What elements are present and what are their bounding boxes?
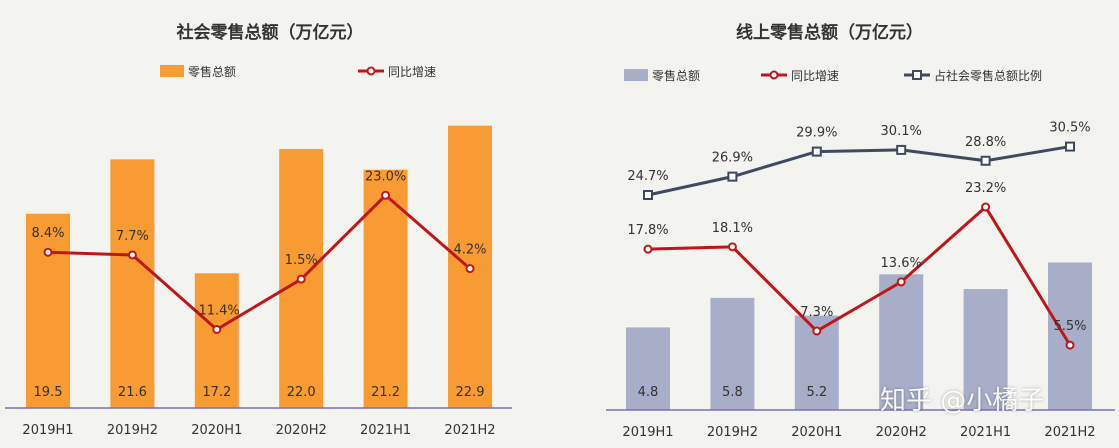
watermark: 知乎 @小橘子 — [880, 386, 1045, 416]
growth-label: 17.8% — [627, 223, 668, 238]
share-label: 30.5% — [1049, 121, 1090, 136]
legend-marker — [769, 70, 779, 80]
bar — [26, 213, 70, 408]
growth-label: 4.2% — [453, 243, 486, 258]
bar — [879, 274, 924, 410]
growth-label: 23.2% — [965, 181, 1006, 196]
growth-label: -11.4% — [194, 303, 240, 318]
bar — [963, 289, 1008, 410]
bar-value-label: 5.8 — [722, 385, 743, 400]
x-tick-label: 2021H2 — [1044, 425, 1095, 440]
bar — [710, 297, 755, 410]
growth-point — [812, 326, 822, 336]
bar — [363, 169, 408, 408]
growth-label: 5.5% — [1053, 319, 1086, 334]
retail-total-plot: 零售总额 同比增速 19.5 21.6 17.2 22.0 21.2 22.9 8.4% 7.7%… — [5, 64, 512, 438]
bar-value-label: 22.9 — [456, 385, 485, 400]
share-point — [896, 144, 907, 155]
growth-point — [381, 190, 391, 200]
share-point — [1065, 141, 1075, 152]
growth-label: 7.3% — [800, 305, 833, 320]
share-label: 28.8% — [965, 135, 1006, 150]
x-tick-label: 2019H2 — [707, 425, 758, 440]
share-point — [980, 155, 991, 166]
legend-label: 零售总额 — [652, 68, 700, 83]
x-tick-label: 2019H1 — [22, 423, 73, 438]
online-retail-plot: 零售总额 同比增速 占社会零售总额比例 4.8 5.8 5.2 24.7% 26.9% 29.9… — [606, 68, 1115, 440]
legend-label: 同比增速 — [791, 69, 839, 83]
growth-label: 18.1% — [712, 221, 753, 236]
share-point — [811, 146, 822, 157]
growth-point — [727, 242, 737, 252]
legend-label: 零售总额 — [188, 64, 236, 79]
share-label: 29.9% — [796, 126, 837, 141]
x-tick-label: 2021H1 — [360, 423, 411, 438]
growth-label: 8.4% — [31, 226, 64, 241]
x-tick-label: 2020H1 — [191, 423, 242, 438]
share-line — [647, 145, 1071, 197]
bar — [1048, 262, 1092, 410]
growth-line — [47, 193, 471, 331]
bar-value-label: 17.2 — [202, 385, 231, 400]
growth-point — [643, 244, 653, 254]
retail-total-chart: 社会零售总额（万亿元） 零售总额 同比增速 19.5 21.6 17.2 22.0 21.2… — [0, 0, 540, 448]
x-tick-label: 2019H2 — [107, 423, 158, 438]
growth-point — [127, 250, 137, 260]
share-label: 30.1% — [881, 124, 922, 139]
bar-value-label: 22.0 — [287, 385, 316, 400]
growth-point — [212, 324, 222, 334]
growth-point — [981, 202, 991, 212]
bar-value-label: 4.8 — [638, 385, 659, 400]
legend-label: 同比增速 — [388, 65, 436, 79]
x-tick-label: 2020H2 — [876, 425, 927, 440]
growth-point — [43, 247, 53, 257]
legend-marker — [366, 66, 376, 76]
share-point — [643, 190, 653, 200]
growth-line — [647, 205, 1072, 346]
x-tick-label: 2020H1 — [791, 425, 842, 440]
growth-point — [465, 264, 475, 274]
x-tick-label: 2019H1 — [622, 425, 673, 440]
growth-point — [896, 277, 906, 287]
bar-value-label: 21.2 — [371, 385, 400, 400]
growth-label: 7.7% — [116, 229, 149, 244]
share-point — [727, 171, 738, 182]
legend-marker — [912, 70, 922, 80]
x-tick-label: 2020H2 — [276, 423, 327, 438]
bar-value-label: 19.5 — [34, 385, 63, 400]
growth-label: 1.5% — [285, 253, 318, 268]
online-retail-chart: 线上零售总额（万亿元） 零售总额 同比增速 占社会零售总额比例 4.8 5.8 5.2 24… — [540, 0, 1119, 448]
x-tick-label: 2021H1 — [960, 425, 1011, 440]
bar — [194, 273, 239, 408]
bar — [626, 327, 670, 410]
growth-point — [1065, 340, 1075, 350]
growth-point — [296, 274, 306, 284]
chart-title: 社会零售总额（万亿元） — [176, 23, 364, 43]
growth-label: 13.6% — [881, 256, 922, 271]
x-tick-label: 2021H2 — [444, 423, 495, 438]
legend-label: 占社会零售总额比例 — [934, 68, 1042, 83]
legend-swatch-bar — [160, 65, 184, 77]
share-label: 26.9% — [712, 151, 753, 166]
growth-label: 23.0% — [365, 169, 406, 184]
bar — [110, 159, 155, 408]
bar-value-label: 21.6 — [118, 385, 147, 400]
share-label: 24.7% — [627, 169, 668, 184]
bar-value-label: 5.2 — [806, 385, 827, 400]
legend-swatch-bar — [624, 69, 648, 81]
chart-title: 线上零售总额（万亿元） — [736, 23, 923, 43]
